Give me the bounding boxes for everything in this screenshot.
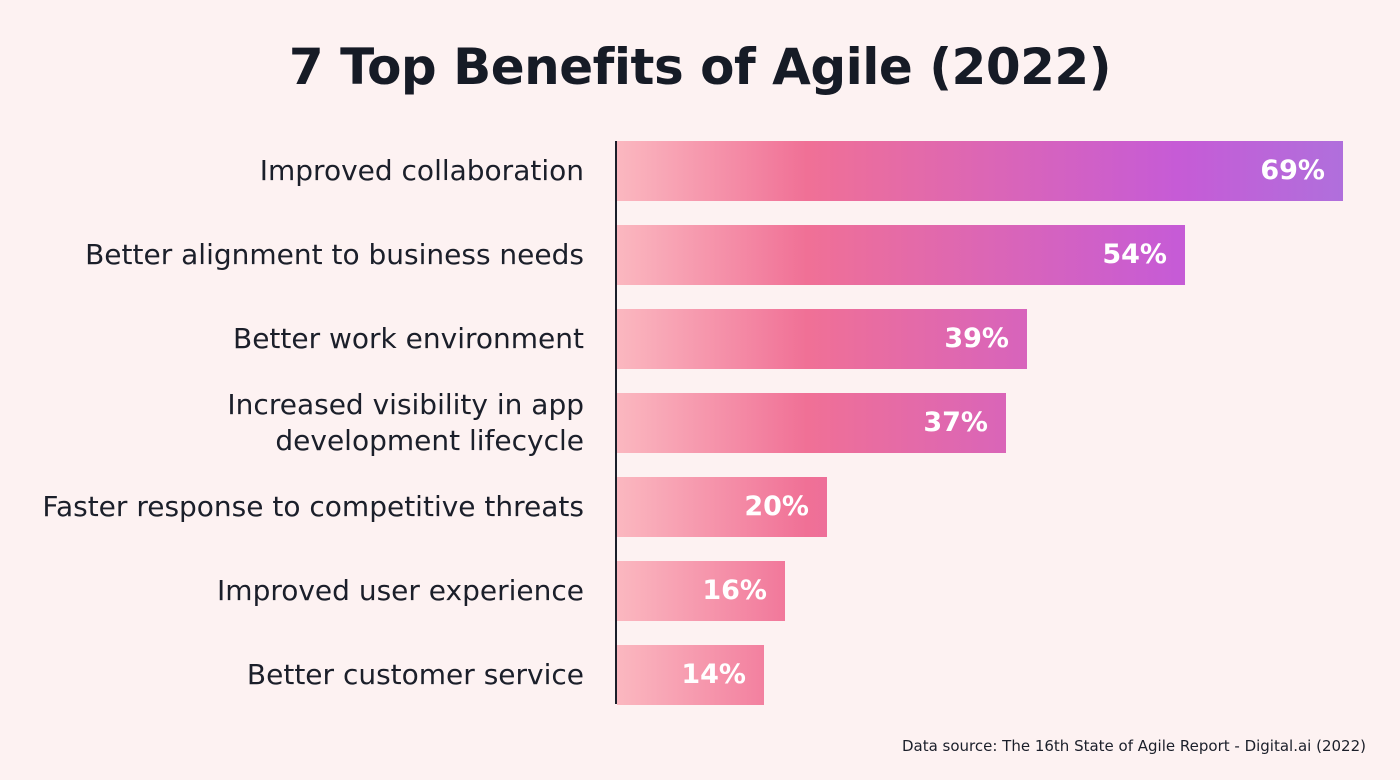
bar: 69% bbox=[617, 141, 1343, 201]
bar-value-label: 69% bbox=[1260, 155, 1325, 186]
bar-value-label: 14% bbox=[681, 659, 746, 690]
bar: 20% bbox=[617, 477, 827, 537]
category-label: Better work environment bbox=[232, 322, 584, 355]
category-label: Faster response to competitive threats bbox=[42, 490, 584, 523]
y-axis-line bbox=[615, 141, 617, 704]
bar: 14% bbox=[617, 645, 764, 705]
category-label: Better alignment to business needs bbox=[85, 238, 584, 271]
bar-value-label: 20% bbox=[744, 491, 809, 522]
bar: 37% bbox=[617, 393, 1006, 453]
category-label: Better customer service bbox=[246, 658, 584, 691]
bar-value-label: 16% bbox=[702, 575, 767, 606]
category-label: Improved collaboration bbox=[259, 154, 584, 187]
bar-value-label: 37% bbox=[923, 407, 988, 438]
bar: 16% bbox=[617, 561, 785, 621]
chart-title: 7 Top Benefits of Agile (2022) bbox=[288, 38, 1112, 96]
category-label: Increased visibility in app development … bbox=[227, 388, 584, 457]
bar: 39% bbox=[617, 309, 1027, 369]
bar: 54% bbox=[617, 225, 1185, 285]
category-label: Improved user experience bbox=[217, 574, 584, 607]
data-source-note: Data source: The 16th State of Agile Rep… bbox=[901, 737, 1366, 755]
bar-value-label: 39% bbox=[944, 323, 1009, 354]
bar-value-label: 54% bbox=[1102, 239, 1167, 270]
